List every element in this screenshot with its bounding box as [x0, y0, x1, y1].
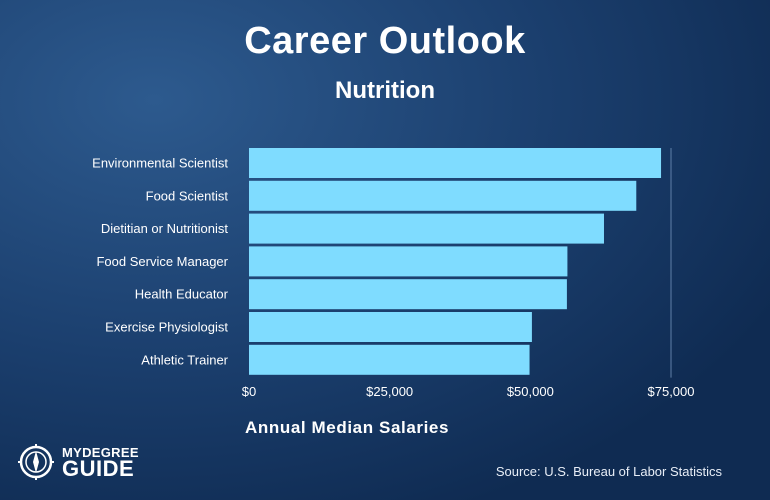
source-note: Source: U.S. Bureau of Labor Statistics	[495, 464, 722, 479]
x-tick-label: $75,000	[648, 384, 695, 399]
bar	[249, 344, 530, 375]
mydegree-guide-logo: MYDEGREE GUIDE	[18, 441, 148, 483]
logo-text-top: MYDEGREE	[62, 445, 139, 460]
compass-logo-icon	[18, 444, 54, 480]
category-label: Food Scientist	[146, 188, 229, 203]
x-axis-label: Annual Median Salaries	[245, 418, 450, 437]
category-label: Food Service Manager	[96, 254, 228, 269]
category-label: Dietitian or Nutritionist	[101, 221, 229, 236]
x-tick-label: $50,000	[507, 384, 554, 399]
bar	[249, 312, 532, 342]
chart-title: Career Outlook	[244, 20, 526, 62]
bar	[249, 148, 662, 178]
category-label: Exercise Physiologist	[105, 320, 228, 335]
bar	[249, 246, 568, 277]
chart-subtitle: Nutrition	[335, 77, 435, 104]
category-label: Athletic Trainer	[141, 352, 228, 367]
logo-text-bottom: GUIDE	[62, 456, 135, 481]
bar	[249, 213, 604, 244]
bar	[249, 180, 637, 211]
x-tick-label: $0	[242, 384, 256, 399]
x-tick-label: $25,000	[366, 384, 413, 399]
category-label: Environmental Scientist	[92, 156, 228, 171]
bar	[249, 279, 567, 310]
category-label: Health Educator	[135, 287, 229, 302]
